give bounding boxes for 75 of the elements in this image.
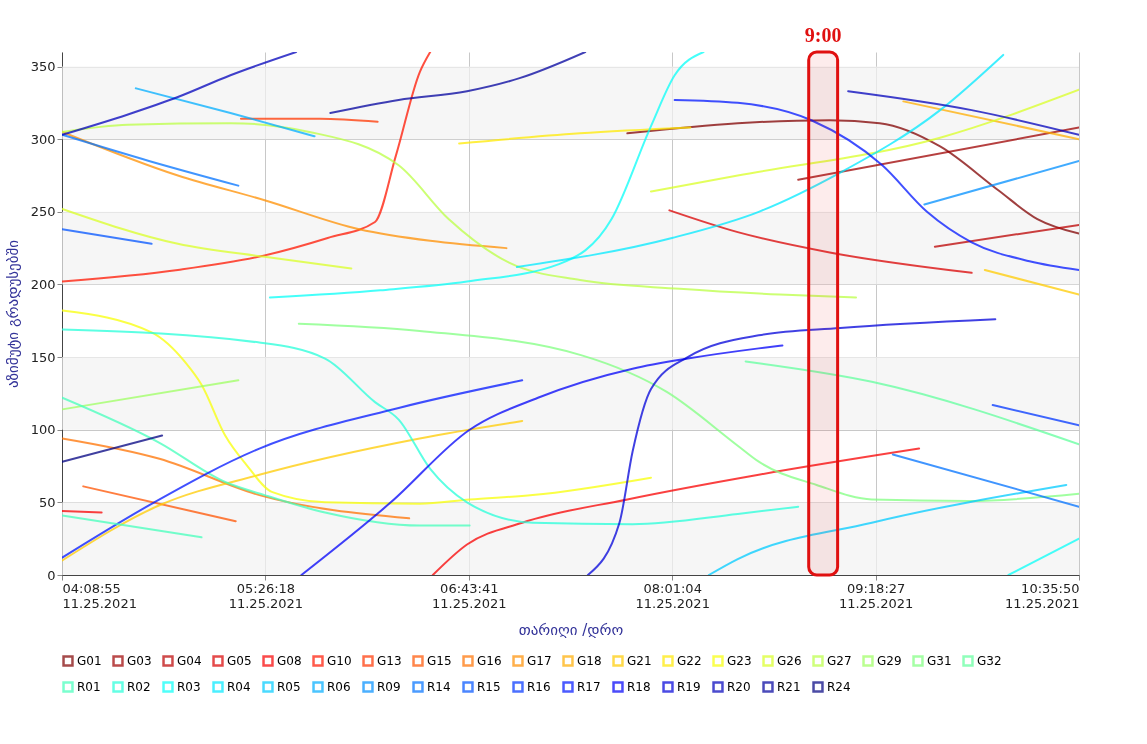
legend-label: G13 — [377, 654, 402, 668]
line-series — [297, 322, 1079, 502]
line-series — [668, 209, 973, 274]
line-series — [62, 379, 524, 559]
x-axis-title: თარიღი /დრო — [518, 620, 624, 639]
line-series — [268, 52, 705, 299]
line-series — [62, 328, 800, 526]
legend-label: G17 — [527, 654, 552, 668]
line-series — [62, 309, 652, 505]
x-tick-label: 04:08:55 11.25.2021 — [62, 580, 137, 611]
legend-label: G03 — [127, 654, 152, 668]
y-tick-label: 300 — [30, 131, 56, 147]
line-series — [62, 122, 858, 299]
legend-label: R14 — [427, 680, 451, 694]
y-tick-label: 150 — [30, 349, 56, 365]
legend-label: G32 — [977, 654, 1002, 668]
line-series — [626, 119, 1079, 235]
legend-label: G04 — [177, 654, 202, 668]
legend-label: R21 — [777, 680, 801, 694]
legend-label: G29 — [877, 654, 902, 668]
x-tick-label: 06:43:41 11.25.2021 — [432, 580, 507, 611]
legend-label: R16 — [527, 680, 551, 694]
y-tick-label: 100 — [30, 422, 56, 438]
line-series — [62, 437, 411, 520]
legend-label: R18 — [627, 680, 651, 694]
legend-label: G08 — [277, 654, 302, 668]
line-series — [62, 52, 298, 136]
legend-label: R04 — [227, 680, 251, 694]
line-series — [707, 483, 1068, 575]
legend-label: R15 — [477, 680, 501, 694]
line-series — [62, 396, 471, 527]
legend-label: G21 — [627, 654, 652, 668]
legend-label: R03 — [177, 680, 201, 694]
line-series — [62, 130, 508, 250]
y-tick-label: 350 — [30, 59, 56, 75]
band-label: 9:00 — [804, 24, 842, 46]
line-series — [62, 52, 432, 283]
legend-label: R05 — [277, 680, 301, 694]
legend-label: G27 — [827, 654, 852, 668]
y-tick-label: 0 — [47, 567, 56, 583]
line-series — [300, 344, 784, 575]
line-series — [650, 88, 1079, 193]
legend-label: R19 — [677, 680, 701, 694]
legend-label: G16 — [477, 654, 502, 668]
y-tick-label: 50 — [38, 494, 56, 510]
legend-label: G10 — [327, 654, 352, 668]
line-series — [431, 447, 921, 575]
legend-label: R06 — [327, 680, 351, 694]
x-tick-label: 09:18:27 11.25.2021 — [838, 580, 914, 611]
legend-label: G15 — [427, 654, 452, 668]
legend-label: G26 — [777, 654, 802, 668]
legend-label: G22 — [677, 654, 702, 668]
x-tick-label: 10:35:50 11.25.2021 — [1005, 580, 1080, 611]
legend-label: R17 — [577, 680, 601, 694]
line-series — [673, 98, 1079, 271]
legend-label: G23 — [727, 654, 752, 668]
legend-label: G05 — [227, 654, 252, 668]
x-tick-label: 05:26:18 11.25.2021 — [228, 580, 304, 611]
line-series — [515, 53, 1005, 269]
legend-label: G31 — [927, 654, 952, 668]
line-series — [62, 207, 353, 270]
legend-label: R02 — [127, 680, 151, 694]
legend-label: R01 — [77, 680, 101, 694]
legend-label: R20 — [727, 680, 751, 694]
legend-label: R24 — [827, 680, 851, 694]
legend-label: G18 — [577, 654, 602, 668]
y-tick-label: 200 — [30, 276, 56, 292]
x-tick-label: 08:01:04 11.25.2021 — [635, 580, 710, 611]
y-axis-title: აზიმუტი გრადუსებში — [3, 239, 22, 389]
line-series — [329, 52, 587, 115]
line-series — [586, 318, 997, 575]
y-tick-label: 250 — [30, 204, 56, 220]
legend-label: G01 — [77, 654, 102, 668]
legend-label: R09 — [377, 680, 401, 694]
line-series — [62, 420, 524, 562]
